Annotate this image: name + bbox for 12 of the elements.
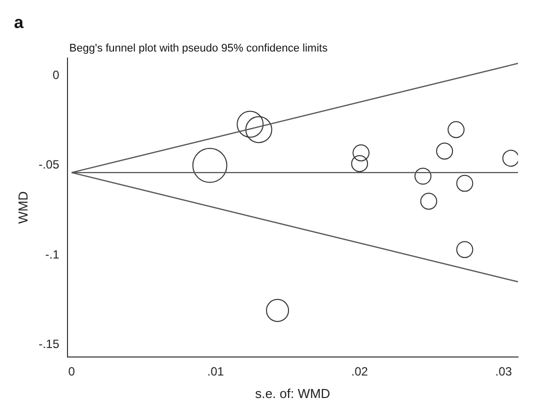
y-tick-label: -.05 bbox=[38, 158, 60, 172]
y-tick-label: -.15 bbox=[38, 336, 60, 351]
chart-title: Begg's funnel plot with pseudo 95% confidence limits bbox=[69, 42, 328, 55]
y-tick-label: -.1 bbox=[45, 247, 60, 262]
x-tick-label: .03 bbox=[495, 364, 512, 379]
y-tick-label: 0 bbox=[52, 68, 60, 82]
x-tick-label: .02 bbox=[351, 364, 368, 379]
y-axis-title: WMD bbox=[15, 191, 30, 224]
x-tick-label: .01 bbox=[207, 364, 224, 379]
text: a bbox=[14, 13, 24, 32]
x-axis-title: s.e. of: WMD bbox=[255, 386, 330, 401]
x-tick-label: 0 bbox=[68, 364, 76, 379]
